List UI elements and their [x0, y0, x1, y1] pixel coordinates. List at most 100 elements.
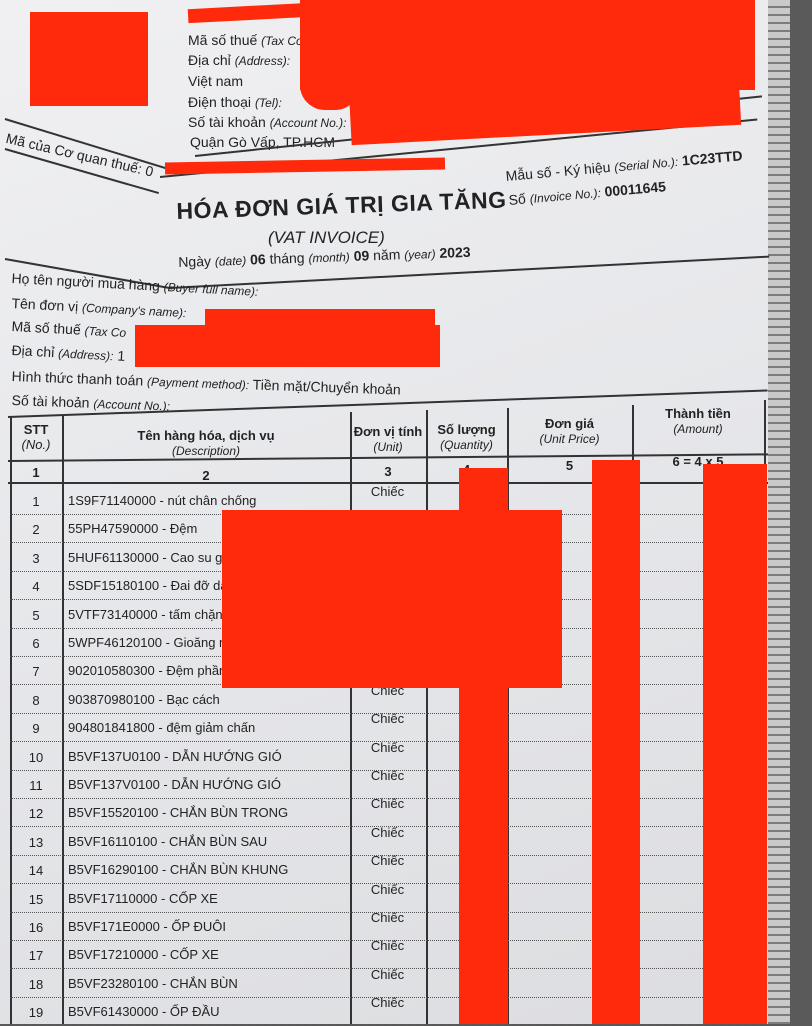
redaction-price-column [592, 460, 640, 1024]
row-number: 7 [32, 664, 40, 680]
header-stt: STT (No.) [10, 422, 62, 452]
vi: Tên hàng hóa, dịch vụ [137, 428, 275, 443]
table-row: 19 B5VF61430000 - ỐP ĐẦU Chiếc [10, 995, 765, 1026]
seller-tax-code-label: Mã số thuế (Tax Co [188, 32, 303, 48]
label: tháng [269, 249, 305, 267]
header-amount: Thành tiền (Amount) [632, 406, 764, 436]
vi: STT [23, 422, 49, 437]
invoice-number: 00011645 [603, 178, 667, 200]
row-description: 55PH47590000 - Đệm [68, 521, 198, 537]
label: Mẫu số - Ký hiệu [505, 158, 612, 184]
perforated-edge [768, 0, 790, 1024]
row-unit: Chiếc [370, 853, 405, 869]
table-row: 10 B5VF137U0100 - DẪN HƯỚNG GIÓ Chiếc [10, 739, 765, 771]
buyer-tax-code-label: Mã số thuế (Tax Co [11, 318, 126, 340]
label-en: (Address): [234, 54, 291, 68]
label: Họ tên người mua hàng [11, 270, 161, 294]
seller-account-label: Số tài khoản (Account No.): [188, 114, 346, 130]
row-unit: Chiếc [370, 910, 405, 925]
row-unit: Chiếc [370, 739, 405, 755]
redaction-amount-column [703, 464, 767, 1024]
redaction [222, 510, 562, 688]
header-unit-price: Đơn giá (Unit Price) [507, 416, 632, 446]
row-description: B5VF137V0100 - DẪN HƯỚNG GIÓ [68, 777, 281, 792]
table-row: 8 903870980100 - Bạc cách Chiếc [10, 683, 765, 714]
seller-district: Quận Gò Vấp, TP.HCM [190, 134, 335, 150]
row-unit: Chiếc [370, 995, 405, 1011]
row-description: 5VTF73140000 - tấm chặn [68, 606, 223, 622]
buyer-address-label: Địa chỉ (Address): 1 [11, 342, 125, 364]
row-description: B5VF23280100 - CHẮN BÙN [68, 975, 238, 991]
table-row: 17 B5VF17210000 - CỐP XE Chiếc [10, 938, 765, 970]
row-description: B5VF15520100 - CHẮN BÙN TRONG [68, 805, 289, 821]
seller-phone-label: Điện thoại (Tel): [188, 94, 282, 110]
row-number: 19 [28, 1005, 44, 1021]
row-description: 5SDF15180100 - Đai đỡ dâ [68, 578, 228, 594]
label-en: (Buyer full name): [163, 279, 259, 299]
label-en: (Tax Co [261, 34, 303, 48]
col-border [426, 410, 428, 1024]
row-unit: Chiếc [370, 824, 405, 840]
row-number: 5 [32, 607, 40, 623]
header-quantity: Số lượng (Quantity) [426, 422, 507, 452]
label: Ngày [178, 252, 212, 270]
row-description: 904801841800 - đệm giảm chấn [68, 720, 256, 736]
label-en: (year) [403, 247, 436, 263]
col-border [10, 416, 12, 1024]
row-number: 17 [28, 948, 44, 964]
row-number: 14 [28, 863, 44, 879]
row-number: 16 [28, 920, 44, 935]
buyer-company-label: Tên đơn vị (Company's name): [11, 295, 187, 320]
table-row: 14 B5VF16290100 - CHẮN BÙN KHUNG Chiếc [10, 853, 765, 885]
en: (Description) [171, 444, 240, 458]
row-unit: Chiếc [370, 711, 405, 727]
label-en: (date) [214, 253, 247, 269]
en: (Unit) [373, 440, 403, 454]
row-unit: Chiếc [370, 768, 405, 783]
row-description: 5HUF61130000 - Cao su gi [68, 549, 226, 565]
vi: Đơn giá [545, 416, 594, 431]
col-border [62, 416, 64, 1024]
day: 06 [249, 250, 266, 268]
row-description: B5VF61430000 - ỐP ĐẦU [68, 1004, 220, 1020]
label-en: (Payment method): [146, 374, 250, 393]
row-description: 5WPF46120100 - Gioăng n [68, 635, 227, 650]
table-row: 13 B5VF16110100 - CHẮN BÙN SAU Chiếc [10, 824, 765, 856]
label-en: (Address): [57, 346, 114, 364]
seller-address-label: Địa chỉ (Address): [188, 52, 290, 68]
col-border [350, 412, 352, 1024]
serial-line: Mẫu số - Ký hiệu (Serial No.): 1C23TTD [505, 147, 743, 184]
row-description: 902010580300 - Đệm phần [68, 663, 227, 679]
redaction [135, 325, 440, 367]
buyer-name-label: Họ tên người mua hàng (Buyer full name): [11, 270, 259, 299]
row-number: 8 [32, 692, 40, 708]
en: (Quantity) [440, 438, 493, 452]
vi: Số lượng [437, 422, 496, 437]
row-number: 9 [32, 721, 40, 737]
row-description: B5VF16290100 - CHẮN BÙN KHUNG [68, 862, 289, 878]
seller-country: Việt nam [188, 73, 243, 89]
label: Mã số thuế [188, 32, 258, 48]
redaction [164, 157, 446, 175]
header-description: Tên hàng hóa, dịch vụ (Description) [62, 428, 350, 458]
label: Địa chỉ [11, 342, 55, 361]
redaction-quantity-column [459, 468, 508, 1024]
label: Địa chỉ [188, 52, 231, 68]
year: 2023 [439, 243, 471, 261]
address-value: 1 [116, 347, 126, 364]
invoice-paper: Mã số thuế (Tax Co Địa chỉ (Address): Vi… [0, 0, 790, 1026]
row-unit: Chiếc [370, 881, 405, 897]
label: Số tài khoản [188, 114, 266, 130]
row-number: 13 [28, 834, 44, 850]
en: (Unit Price) [539, 432, 600, 446]
row-number: 6 [32, 636, 40, 651]
row-unit: Chiếc [370, 966, 405, 982]
row-unit: Chiếc [370, 938, 405, 954]
value: 0 [143, 162, 155, 180]
label: năm [372, 246, 401, 264]
label: Điện thoại [188, 94, 252, 110]
row-description: 903870980100 - Bạc cách [68, 691, 220, 707]
row-description: B5VF17110000 - CỐP XE [68, 890, 218, 906]
invoice-subtitle: (VAT INVOICE) [268, 228, 385, 247]
table-row: 12 B5VF15520100 - CHẮN BÙN TRONG Chiếc [10, 796, 765, 828]
